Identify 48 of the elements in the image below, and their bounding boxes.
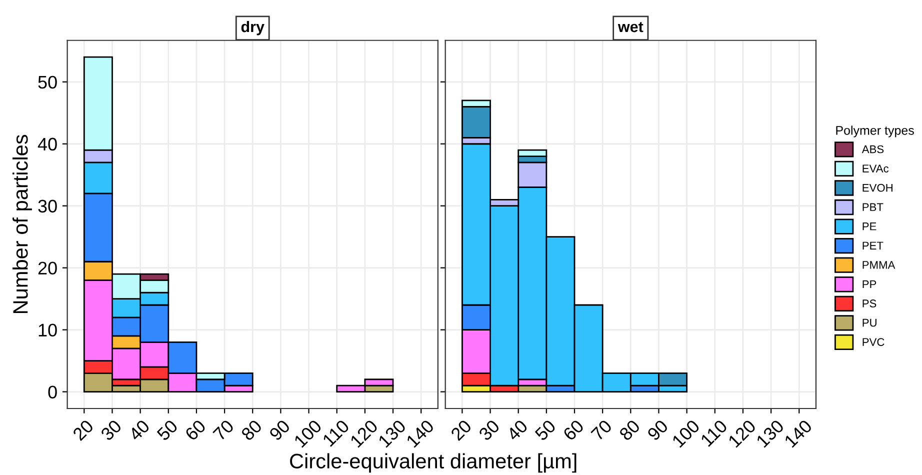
x-tick-label: 30: [100, 419, 122, 442]
legend-label: PBT: [862, 203, 884, 211]
x-tick-label: 140: [784, 419, 813, 448]
x-tick-label: 100: [672, 419, 700, 448]
x-tick-label: 60: [184, 419, 206, 442]
x-tick-label: 110: [700, 419, 728, 447]
x-tick-label: 70: [212, 419, 235, 442]
x-tick-label: 80: [618, 419, 641, 442]
legend-label: ABS: [862, 145, 884, 154]
legend-label: PE: [862, 222, 876, 230]
x-tick-label: 40: [506, 419, 528, 442]
x-tick-label: 90: [268, 419, 291, 442]
x-axis-title: Circle-equivalent diameter [µm]: [290, 453, 576, 473]
legend-label: PS: [862, 300, 876, 308]
x-tick-label: 30: [478, 419, 500, 442]
y-tick-label: 20: [38, 262, 57, 275]
x-tick-label: 50: [156, 419, 178, 442]
legend-label: PET: [862, 242, 884, 250]
x-tick-label: 120: [728, 419, 757, 448]
x-tick-label: 100: [293, 419, 322, 448]
legend-title: Polymer types: [836, 126, 914, 138]
chart-title: wet: [618, 22, 644, 32]
x-tick-label: 90: [646, 419, 669, 442]
x-tick-label: 140: [406, 419, 435, 448]
legend-label: PP: [862, 280, 876, 288]
legend-label: EVAc: [862, 164, 889, 172]
y-tick-label: 10: [38, 324, 57, 337]
chart-title: dry: [241, 20, 264, 36]
legend-label: PVC: [862, 338, 884, 346]
y-tick-label: 50: [38, 76, 57, 89]
y-axis-title: Number of particles: [12, 134, 32, 314]
legend-label: PU: [862, 318, 876, 327]
x-tick-label: 60: [562, 419, 585, 442]
x-tick-label: 50: [534, 419, 556, 442]
x-tick-label: 80: [240, 419, 263, 442]
legend-label: PMMA: [862, 261, 896, 269]
x-tick-label: 130: [756, 419, 785, 448]
x-tick-label: 110: [322, 419, 350, 447]
y-tick-label: 40: [38, 138, 57, 151]
y-tick-label: 0: [48, 386, 57, 398]
x-tick-label: 70: [590, 419, 613, 442]
x-tick-label: 130: [378, 419, 407, 448]
legend-label: EVOH: [862, 184, 892, 192]
x-tick-label: 120: [350, 419, 379, 448]
x-tick-label: 20: [450, 419, 472, 442]
y-tick-label: 30: [38, 200, 57, 213]
x-tick-label: 40: [128, 419, 150, 442]
x-tick-label: 20: [72, 419, 94, 442]
